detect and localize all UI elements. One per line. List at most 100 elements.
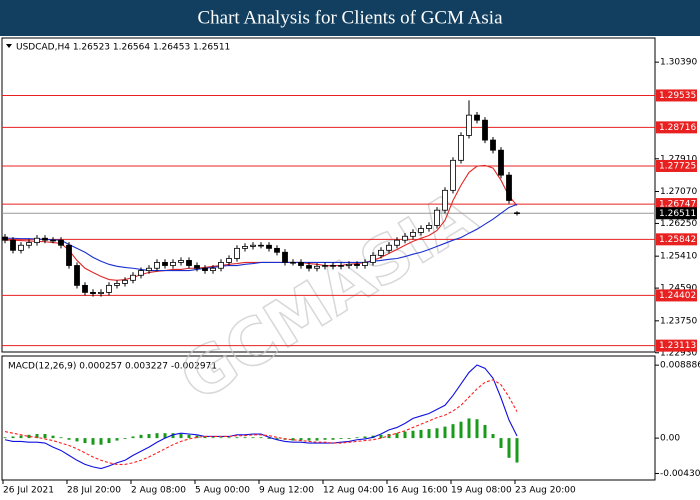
candle-body bbox=[66, 244, 72, 266]
histogram-bar bbox=[227, 437, 231, 439]
last-price-label: 1.26511 bbox=[659, 209, 696, 219]
histogram-bar bbox=[331, 438, 335, 440]
histogram-bar bbox=[475, 419, 479, 439]
histogram-bar bbox=[323, 438, 327, 440]
indicator-line bbox=[5, 203, 518, 272]
candle-body bbox=[146, 267, 152, 271]
histogram-bar bbox=[19, 435, 23, 439]
candle-body bbox=[218, 261, 224, 269]
menu-arrow bbox=[6, 44, 12, 48]
histogram-bar bbox=[83, 438, 87, 444]
y-tick-label: 1.24590 bbox=[660, 284, 697, 294]
histogram-bar bbox=[275, 438, 279, 440]
candle-body bbox=[314, 265, 320, 269]
candle-body bbox=[394, 239, 400, 246]
histogram-bar bbox=[411, 430, 415, 439]
level-label: 1.28716 bbox=[659, 123, 696, 133]
candle-body bbox=[130, 274, 136, 281]
candle-body bbox=[42, 237, 48, 241]
candle-body bbox=[330, 265, 336, 267]
histogram-bar bbox=[27, 434, 31, 439]
histogram-bar bbox=[499, 438, 503, 448]
histogram-bar bbox=[291, 438, 295, 441]
candle-body bbox=[10, 239, 16, 251]
histogram-bar bbox=[75, 438, 79, 442]
histogram-bar bbox=[59, 437, 63, 439]
histogram-bar bbox=[395, 433, 399, 439]
histogram-bar bbox=[131, 436, 135, 439]
candle-body bbox=[482, 119, 488, 141]
candle-body bbox=[194, 265, 200, 269]
candle-body bbox=[418, 228, 424, 233]
histogram-bar bbox=[515, 438, 519, 463]
histogram-bar bbox=[99, 438, 103, 445]
y-tick-label: 1.30390 bbox=[660, 58, 697, 68]
candle-body bbox=[34, 237, 40, 243]
histogram-bar bbox=[91, 438, 95, 445]
indicator-line bbox=[4, 364, 518, 470]
y-tick-label: 1.26250 bbox=[660, 219, 697, 229]
candle-body bbox=[138, 270, 144, 276]
last-price-box bbox=[656, 207, 697, 220]
histogram-bar bbox=[163, 433, 167, 439]
histogram-bar bbox=[267, 438, 271, 439]
candle-body bbox=[202, 267, 208, 271]
level-label-box bbox=[656, 289, 697, 302]
candle-body bbox=[50, 239, 56, 242]
histogram-bar bbox=[483, 424, 487, 439]
y-tick-label: 0.008886 bbox=[660, 361, 700, 371]
y-tick-label: 1.22930 bbox=[660, 348, 697, 358]
candle-body bbox=[474, 114, 480, 121]
title-bar bbox=[0, 0, 700, 36]
x-tick-label: 5 Aug 00:00 bbox=[195, 486, 250, 496]
histogram-bar bbox=[219, 437, 223, 439]
candle-body bbox=[426, 224, 432, 229]
candle-body bbox=[234, 247, 240, 259]
level-label-box bbox=[656, 159, 697, 172]
x-tick-label: 9 Aug 12:00 bbox=[259, 486, 314, 496]
histogram-bar bbox=[67, 438, 71, 440]
histogram-bar bbox=[339, 438, 343, 439]
histogram-bar bbox=[123, 438, 127, 439]
candle-body bbox=[266, 244, 272, 249]
histogram-bar bbox=[259, 437, 263, 439]
candle-body bbox=[410, 231, 416, 237]
histogram-bar bbox=[251, 437, 255, 439]
y-tick-label: 1.25410 bbox=[660, 252, 697, 262]
macd-info: MACD(12,26,9) 0.000257 0.003227 -0.00297… bbox=[8, 362, 217, 372]
x-tick-label: 12 Aug 04:00 bbox=[323, 486, 384, 496]
level-label-box bbox=[656, 339, 697, 352]
level-label-box bbox=[656, 121, 697, 134]
candle-body bbox=[290, 261, 296, 264]
candle-body bbox=[250, 244, 256, 247]
x-tick-label: 16 Aug 16:00 bbox=[387, 486, 448, 496]
histogram-bar bbox=[459, 421, 463, 439]
histogram-bar bbox=[107, 438, 111, 444]
level-label: 1.25842 bbox=[659, 235, 696, 245]
y-tick-label: -0.004306 bbox=[660, 469, 700, 479]
histogram-bar bbox=[179, 434, 183, 439]
y-tick-label: 1.27910 bbox=[660, 154, 697, 164]
histogram-bar bbox=[115, 438, 119, 441]
histogram-bar bbox=[147, 434, 151, 439]
y-tick-label: 0.00 bbox=[660, 434, 680, 444]
y-tick-label: 1.27070 bbox=[660, 187, 697, 197]
level-label: 1.24402 bbox=[659, 291, 696, 301]
candle-body bbox=[490, 139, 496, 151]
candle-body bbox=[82, 284, 88, 293]
candle-body bbox=[178, 260, 184, 263]
candle-body bbox=[514, 212, 520, 215]
candle-body bbox=[458, 134, 464, 161]
histogram-bar bbox=[171, 433, 175, 439]
histogram-bar bbox=[451, 424, 455, 439]
candle-body bbox=[170, 261, 176, 266]
candle-body bbox=[434, 209, 440, 226]
histogram-bar bbox=[299, 438, 303, 441]
candle-body bbox=[58, 239, 64, 246]
y-tick-label: 1.23750 bbox=[660, 316, 697, 326]
x-tick-label: 28 Jul 20:00 bbox=[67, 486, 121, 496]
candle-body bbox=[346, 263, 352, 266]
level-label-box bbox=[656, 89, 697, 102]
candle-body bbox=[402, 235, 408, 241]
